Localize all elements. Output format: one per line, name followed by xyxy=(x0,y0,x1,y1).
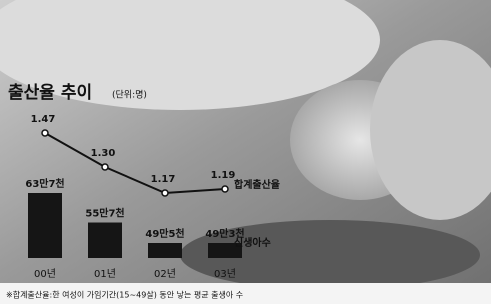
chart: 출산율 추이 (단위:명) ※합계출산율:한 여성이 가임기간(15~49살) … xyxy=(0,0,491,304)
line-value-label: 1.17 xyxy=(151,174,176,185)
bar-value-label: 63만7천 xyxy=(25,177,64,190)
x-tick-label: 02년 xyxy=(154,268,176,280)
bar-value-label: 49만5천 xyxy=(145,227,184,240)
footnote: ※합계출산율:한 여성이 가임기간(15~49살) 동안 낳는 평균 출생아 수 xyxy=(6,290,243,300)
bar xyxy=(28,193,62,258)
line-value-label: 1.30 xyxy=(91,148,116,159)
x-tick-label: 00년 xyxy=(34,268,56,280)
page: {"chart_data": {"type": "combo", "title"… xyxy=(0,0,491,304)
unit-label: (단위:명) xyxy=(112,90,147,101)
bar-value-label: 55만7천 xyxy=(85,207,124,220)
line-point xyxy=(102,164,108,170)
line-point xyxy=(222,186,228,192)
line-value-label: 1.19 xyxy=(211,170,236,181)
x-tick-label: 01년 xyxy=(94,268,116,280)
legend-label: 합계출산율 xyxy=(234,178,280,191)
line-value-label: 1.47 xyxy=(31,114,56,125)
bar xyxy=(88,223,122,258)
line-point xyxy=(162,190,168,196)
legend-label: 신생아수 xyxy=(234,236,271,249)
bar xyxy=(148,243,182,258)
x-tick-label: 03년 xyxy=(214,268,236,280)
chart-title: 출산율 추이 xyxy=(8,83,92,103)
line-point xyxy=(42,130,48,136)
